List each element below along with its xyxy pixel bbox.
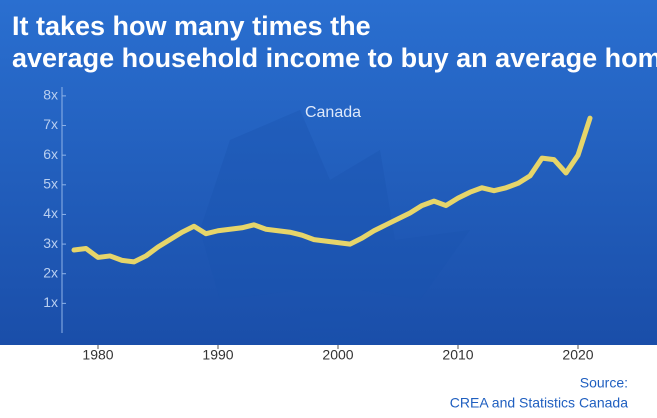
y-tick-label: 1x xyxy=(43,294,58,310)
background xyxy=(0,0,657,345)
x-tick-label: 2010 xyxy=(442,347,473,363)
source-label: Source: xyxy=(580,375,628,391)
maple-leaf xyxy=(200,110,470,345)
x-tick-label: 2000 xyxy=(322,347,353,363)
source: CREA and Statistics Canada xyxy=(450,395,628,411)
y-tick-label: 4x xyxy=(43,205,58,221)
line xyxy=(71,115,593,265)
annotation: Canada xyxy=(305,104,361,121)
chart-title: It takes how many times the average house… xyxy=(12,11,657,73)
x-tick-label: 2020 xyxy=(562,347,593,363)
y-tick-label: 5x xyxy=(43,176,58,192)
y-tick-label: 3x xyxy=(43,235,58,251)
y-tick-label: 2x xyxy=(43,264,58,280)
y-tick-label: 7x xyxy=(43,116,58,132)
y-tick-label: 6x xyxy=(43,146,58,162)
x-tick-label: 1990 xyxy=(202,347,233,363)
y-tick-label: 8x xyxy=(43,87,58,103)
x-tick-label: 1980 xyxy=(82,347,113,363)
